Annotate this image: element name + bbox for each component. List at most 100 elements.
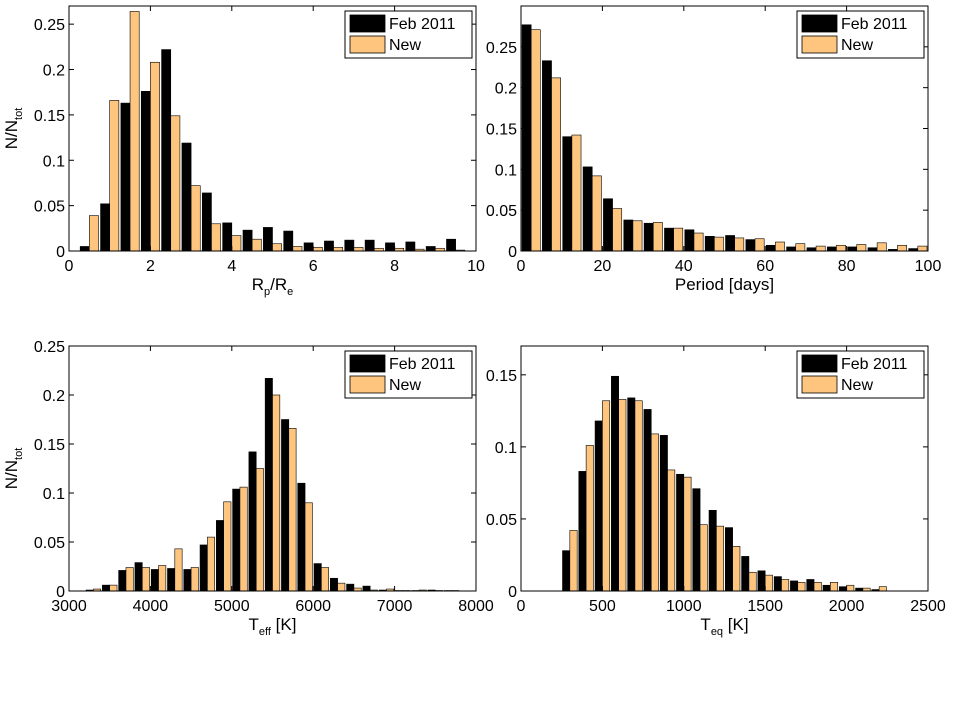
bar-new-3 — [591, 175, 602, 252]
bar-feb2011-3 — [140, 91, 151, 252]
bar-new-15 — [813, 582, 822, 592]
bar-feb2011-12 — [324, 240, 334, 252]
x-tick-label: 60 — [756, 258, 774, 275]
legend-label-new: New — [841, 37, 873, 54]
legend-label-new: New — [389, 37, 421, 54]
bar-feb2011-8 — [242, 229, 253, 252]
bar-new-9 — [272, 243, 282, 252]
x-tick-label: 100 — [915, 258, 942, 275]
legend-label-feb2011: Feb 2011 — [389, 16, 456, 33]
bar-new-5 — [632, 220, 643, 252]
x-tick-label: 4000 — [133, 598, 169, 615]
y-tick-label: 0.15 — [34, 108, 65, 125]
bar-feb2011-15 — [806, 579, 815, 592]
y-tick-label: 0.15 — [486, 368, 517, 385]
bar-new-0 — [89, 215, 99, 252]
bar-feb2011-2 — [562, 136, 573, 252]
bar-new-17 — [846, 584, 855, 592]
bar-new-14 — [797, 582, 806, 592]
bar-feb2011-14 — [364, 239, 375, 252]
bar-feb2011-7 — [676, 473, 685, 592]
bar-new-10 — [734, 237, 745, 252]
y-tick-label: 0.25 — [486, 40, 517, 57]
bar-new-3 — [141, 567, 150, 592]
bar-feb2011-1 — [102, 584, 111, 592]
x-axis-label: Teq [K] — [700, 615, 748, 638]
legend-label-new: New — [841, 377, 873, 394]
chart-panel-4: 0 500 1000 1500 2000 2500 0 0.05 0.1 0.15 Teq [K] F… — [486, 345, 946, 638]
x-tick-label: 2 — [146, 258, 155, 275]
bar-new-0 — [569, 530, 578, 592]
x-tick-label: 3000 — [51, 598, 87, 615]
bar-feb2011-13 — [773, 576, 782, 592]
legend-label-feb2011: Feb 2011 — [389, 356, 456, 373]
bar-new-8 — [699, 524, 708, 592]
y-tick-label: 0 — [56, 244, 65, 261]
bar-feb2011-6 — [659, 435, 668, 592]
bar-new-2 — [129, 11, 140, 252]
x-tick-label: 0 — [65, 258, 74, 275]
y-tick-label: 0.15 — [486, 122, 517, 139]
bar-feb2011-12 — [757, 570, 766, 592]
y-tick-label: 0.25 — [34, 17, 65, 34]
bar-feb2011-14 — [790, 580, 799, 592]
x-tick-label: 2500 — [910, 598, 946, 615]
x-tick-label: 5000 — [214, 598, 250, 615]
x-tick-label: 1000 — [666, 598, 702, 615]
bar-feb2011-10 — [283, 230, 294, 252]
bar-feb2011-14 — [313, 563, 322, 592]
bar-new-9 — [716, 525, 724, 592]
y-tick-label: 0.05 — [486, 512, 517, 529]
bar-new-16 — [830, 582, 838, 592]
bar-feb2011-5 — [623, 219, 634, 252]
bar-new-4 — [612, 208, 623, 252]
bar-feb2011-16 — [346, 583, 355, 592]
legend-swatch-feb2011 — [801, 354, 838, 373]
bar-feb2011-16 — [847, 246, 858, 252]
bar-new-2 — [571, 134, 582, 252]
x-tick-label: 2000 — [829, 598, 865, 615]
x-tick-label: 4 — [227, 258, 236, 275]
bar-feb2011-4 — [161, 49, 172, 252]
bar-new-11 — [748, 571, 757, 592]
x-tick-label: 0 — [517, 598, 526, 615]
bar-feb2011-4 — [603, 198, 613, 252]
bar-feb2011-12 — [765, 244, 776, 252]
y-tick-label: 0.25 — [34, 339, 65, 356]
bar-new-2 — [602, 400, 611, 592]
legend-swatch-feb2011 — [349, 354, 386, 373]
bar-new-12 — [775, 241, 785, 252]
axes-box — [68, 5, 477, 252]
bar-feb2011-16 — [822, 584, 831, 592]
bar-feb2011-4 — [150, 569, 159, 592]
bar-new-13 — [781, 579, 790, 592]
legend-label-new: New — [389, 377, 421, 394]
bar-feb2011-7 — [222, 222, 233, 252]
y-tick-label: 0.05 — [486, 203, 517, 220]
bar-feb2011-10 — [725, 235, 735, 252]
bar-feb2011-15 — [826, 246, 837, 252]
bar-new-6 — [652, 222, 663, 252]
bar-new-18 — [897, 244, 907, 252]
bar-new-19 — [878, 586, 887, 592]
y-axis-label: N/Ntot — [2, 448, 25, 490]
bar-feb2011-5 — [167, 568, 176, 592]
bar-new-13 — [795, 243, 806, 252]
y-tick-label: 0.2 — [43, 388, 65, 405]
bar-feb2011-13 — [786, 246, 797, 252]
y-tick-label: 0.05 — [34, 535, 65, 552]
chart-panel-1: 0 2 4 6 8 10 0 0.05 0.1 0.15 0.2 0.25 Rp/Re N/Ntot Feb… — [2, 5, 485, 298]
x-tick-label: 7000 — [377, 598, 413, 615]
bar-feb2011-4 — [627, 397, 636, 592]
chart-panel-3: 3000 4000 5000 6000 7000 8000 0 0.05 0.1 0.15 0.2 0… — [2, 339, 494, 638]
y-tick-label: 0.1 — [495, 440, 517, 457]
bar-new-4 — [158, 565, 167, 592]
axes-box — [68, 345, 477, 592]
bar-new-6 — [211, 223, 221, 252]
bar-new-5 — [190, 185, 201, 252]
y-tick-label: 0 — [508, 584, 517, 601]
bar-new-15 — [836, 244, 846, 252]
legend: Feb 2011 New — [796, 10, 925, 59]
x-tick-label: 40 — [675, 258, 693, 275]
